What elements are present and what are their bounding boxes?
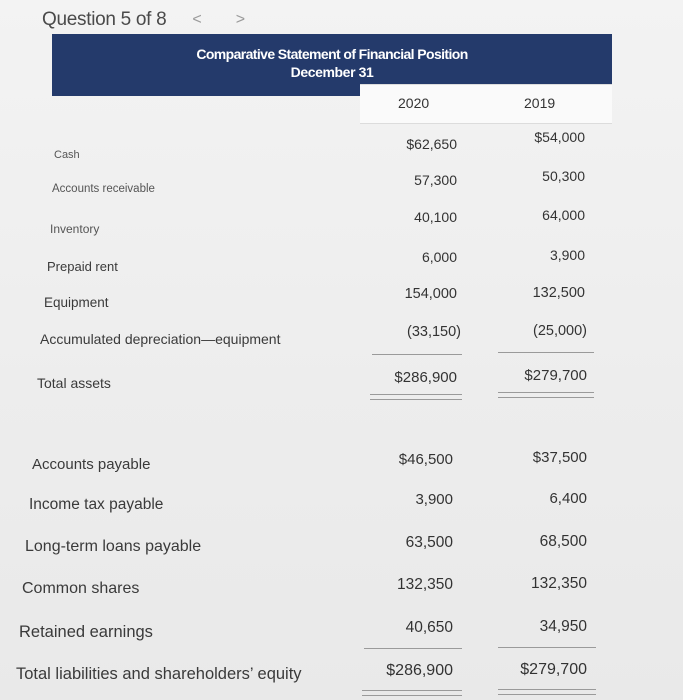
liab-subtotal-rule-2020: [364, 648, 462, 649]
assets-subtotal-rule-2020: [372, 354, 462, 355]
total-assets-2020: $286,900: [394, 369, 457, 386]
asset-label-accumulated-depreciation: Accumulated depreciation—equipment: [40, 331, 281, 347]
liab-label-long-term-loans-payable: Long-term loans payable: [25, 538, 202, 555]
asset-2019-accounts-receivable: 50,300: [542, 168, 585, 184]
total-liab-double-rule-2019: [498, 689, 596, 695]
asset-2019-inventory: 64,000: [542, 207, 585, 223]
asset-label-prepaid-rent: Prepaid rent: [47, 259, 118, 274]
equity-label-retained-earnings: Retained earnings: [19, 623, 153, 641]
liab-2020-income-tax-payable: 3,900: [415, 491, 453, 508]
asset-2019-cash: $54,000: [534, 129, 585, 145]
liab-label-income-tax-payable: Income tax payable: [29, 496, 164, 513]
equity-2019-common-shares: 132,350: [530, 575, 587, 592]
question-bar: Question 5 of 8 < >: [42, 8, 245, 32]
liab-2019-accounts-payable: $37,500: [532, 449, 587, 466]
total-liab-equity-2019: $279,700: [520, 661, 587, 678]
total-liab-equity-label: Total liabilities and shareholders’ equi…: [16, 665, 302, 683]
liab-2019-long-term-loans-payable: 68,500: [539, 533, 587, 550]
asset-2020-inventory: 40,100: [414, 209, 457, 225]
asset-2020-prepaid-rent: 6,000: [421, 249, 457, 265]
asset-label-equipment: Equipment: [44, 295, 109, 310]
statement-title: Comparative Statement of Financial Posit…: [196, 46, 468, 62]
asset-label-cash: Cash: [54, 149, 80, 161]
year-2020-header: 2020: [398, 95, 430, 111]
asset-2019-equipment: 132,500: [532, 285, 585, 301]
total-assets-double-rule-2020: [370, 394, 462, 400]
asset-2020-accumulated-depreciation: (33,150): [406, 324, 461, 340]
equity-2019-retained-earnings: 34,950: [539, 618, 587, 635]
asset-2019-accumulated-depreciation: (25,000): [532, 323, 587, 339]
asset-label-accounts-receivable: Accounts receivable: [52, 183, 155, 195]
total-liab-double-rule-2020: [362, 690, 462, 696]
equity-2020-retained-earnings: 40,650: [405, 619, 453, 636]
year-2019-header: 2019: [524, 95, 556, 111]
equity-2020-common-shares: 132,350: [396, 576, 453, 593]
asset-label-inventory: Inventory: [50, 222, 100, 236]
asset-2020-cash: $62,650: [406, 136, 457, 152]
liab-label-accounts-payable: Accounts payable: [32, 456, 151, 473]
assets-subtotal-rule-2019: [498, 352, 594, 353]
chevron-left-icon[interactable]: <: [192, 11, 202, 28]
total-liab-equity-2020: $286,900: [386, 662, 453, 679]
total-assets-double-rule-2019: [498, 392, 594, 398]
chevron-right-icon[interactable]: >: [235, 11, 246, 28]
question-title: Question 5 of 8: [42, 9, 167, 30]
total-assets-label: Total assets: [37, 375, 111, 391]
total-assets-2019: $279,700: [524, 367, 587, 384]
liab-subtotal-rule-2019: [498, 647, 596, 648]
statement-date: December 31: [290, 64, 374, 80]
asset-2020-accounts-receivable: 57,300: [414, 172, 457, 188]
liab-2020-long-term-loans-payable: 63,500: [405, 534, 453, 551]
asset-2019-prepaid-rent: 3,900: [549, 247, 585, 263]
asset-2020-equipment: 154,000: [404, 286, 457, 302]
statement-header: Comparative Statement of Financial Posit…: [52, 34, 612, 96]
equity-label-common-shares: Common shares: [22, 580, 140, 597]
liab-2020-accounts-payable: $46,500: [398, 451, 453, 468]
year-header-row: 2020 2019: [360, 84, 612, 124]
liab-2019-income-tax-payable: 6,400: [549, 490, 587, 507]
